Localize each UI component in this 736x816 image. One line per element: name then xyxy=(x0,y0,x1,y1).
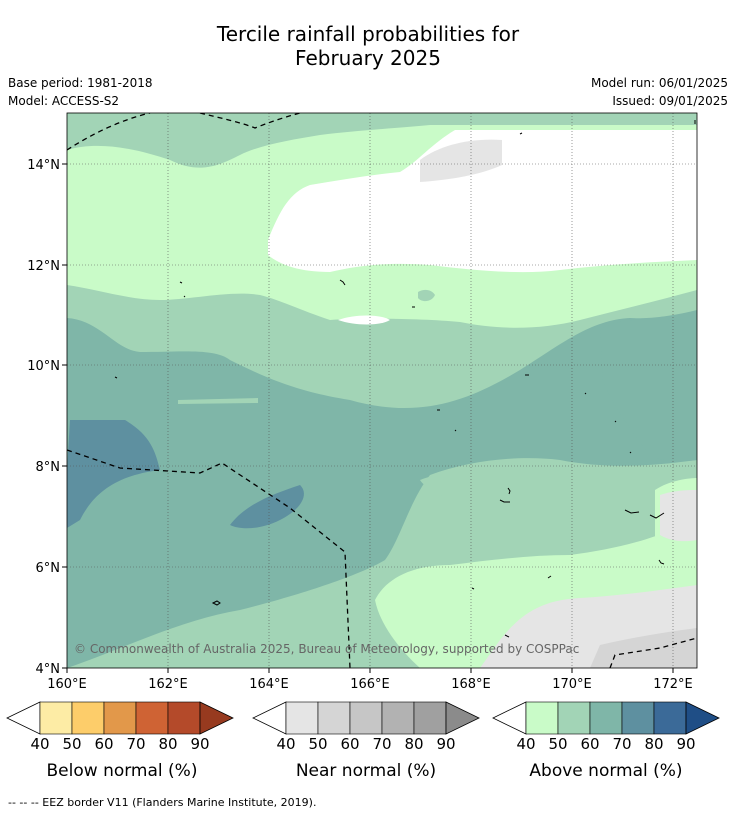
colorbar-near-normal xyxy=(252,701,480,735)
lon-label: 168°E xyxy=(451,677,491,692)
colorbar-tick-label: 60 xyxy=(94,735,114,753)
colorbar-segment xyxy=(285,701,319,735)
colorbar-segment xyxy=(167,701,201,735)
issued-date: Issued: 09/01/2025 xyxy=(612,94,728,108)
colorbar-segment xyxy=(525,701,559,735)
copyright-text: © Commonwealth of Australia 2025, Bureau… xyxy=(74,642,579,656)
colorbar-extend-low xyxy=(492,701,527,735)
colorbar-tick-label: 40 xyxy=(516,735,536,753)
lon-label: 160°E xyxy=(47,677,87,692)
lon-label: 166°E xyxy=(350,677,390,692)
colorbar-extend-high xyxy=(445,701,480,735)
colorbar-tick-label: 90 xyxy=(190,735,210,753)
colorbar-tick-label: 90 xyxy=(436,735,456,753)
colorbar-tick-label: 50 xyxy=(548,735,568,753)
colorbar-tick-label: 60 xyxy=(340,735,360,753)
colorbar-segment xyxy=(135,701,169,735)
colorbar-segment xyxy=(71,701,105,735)
lon-label: 164°E xyxy=(249,677,289,692)
below-normal-label: Below normal (%) xyxy=(46,761,198,781)
map-frame xyxy=(66,112,698,669)
longitude-labels: 160°E 162°E 164°E 166°E 168°E 170°E 172°… xyxy=(47,677,693,692)
colorbar-extend-high xyxy=(685,701,720,735)
colorbar-tick-label: 70 xyxy=(612,735,632,753)
islands xyxy=(114,120,696,638)
base-period: Base period: 1981-2018 xyxy=(8,76,153,90)
graticule xyxy=(67,113,697,668)
colorbar-segment xyxy=(589,701,623,735)
title-line-2: February 2025 xyxy=(295,46,441,70)
colorbar-extend-low xyxy=(252,701,287,735)
colorbar-tick-label: 90 xyxy=(676,735,696,753)
lon-label: 170°E xyxy=(552,677,592,692)
colorbar-extend-high xyxy=(199,701,234,735)
colorbar-above-normal xyxy=(492,701,720,735)
colorbar-segment xyxy=(653,701,687,735)
colorbar-tick-label: 80 xyxy=(404,735,424,753)
colorbar-tick-label: 50 xyxy=(62,735,82,753)
colorbar-segment xyxy=(381,701,415,735)
lat-label: 8°N xyxy=(36,460,61,475)
colorbar-extend-low xyxy=(6,701,41,735)
colorbar-tick-label: 70 xyxy=(126,735,146,753)
colorbar-tick-label: 40 xyxy=(276,735,296,753)
colorbar-tick-label: 80 xyxy=(644,735,664,753)
lat-label: 12°N xyxy=(27,259,60,274)
colorbar-segment xyxy=(103,701,137,735)
axis-ticks xyxy=(62,163,674,673)
colorbar-below-normal xyxy=(6,701,234,735)
model-run: Model run: 06/01/2025 xyxy=(590,76,728,90)
colorbar-segment xyxy=(413,701,447,735)
above-normal-label: Above normal (%) xyxy=(529,761,683,781)
lon-label: 172°E xyxy=(653,677,693,692)
colorbar-segment xyxy=(557,701,591,735)
colorbar-tick-label: 60 xyxy=(580,735,600,753)
colorbar-segment xyxy=(621,701,655,735)
colorbar-tick-label: 80 xyxy=(158,735,178,753)
lat-label: 4°N xyxy=(36,662,61,677)
colorbar-tick-label: 70 xyxy=(372,735,392,753)
lat-label: 14°N xyxy=(27,158,60,173)
title-line-1: Tercile rainfall probabilities for xyxy=(216,22,520,46)
lat-label: 6°N xyxy=(36,561,61,576)
colorbar-tick-label: 40 xyxy=(30,735,50,753)
lat-label: 10°N xyxy=(27,359,60,374)
colorbar-segment xyxy=(317,701,351,735)
lon-label: 162°E xyxy=(148,677,188,692)
probability-field xyxy=(67,113,697,668)
colorbar-tick-label: 50 xyxy=(308,735,328,753)
colorbar-segment xyxy=(39,701,73,735)
latitude-labels: 14°N 12°N 10°N 8°N 6°N 4°N xyxy=(27,158,60,677)
near-normal-label: Near normal (%) xyxy=(295,761,437,781)
model-name: Model: ACCESS-S2 xyxy=(8,94,120,108)
eez-footer-note: -- -- -- EEZ border V11 (Flanders Marine… xyxy=(8,796,317,809)
colorbar-segment xyxy=(349,701,383,735)
eez-border xyxy=(67,113,697,668)
